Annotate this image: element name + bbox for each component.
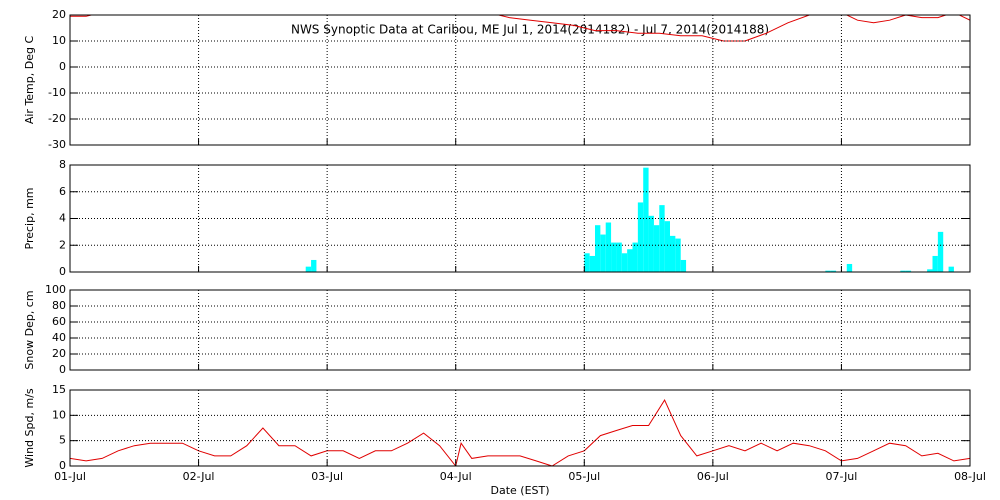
y-tick-label: 2 bbox=[59, 238, 66, 251]
bar bbox=[589, 255, 595, 272]
y-tick-label: 0 bbox=[59, 363, 66, 376]
bar bbox=[653, 225, 660, 272]
y-axis-label: Snow Dep, cm bbox=[23, 290, 36, 369]
bar bbox=[927, 269, 933, 272]
y-tick-label: 0 bbox=[59, 459, 66, 472]
panel: 0 2 4 6 8 Precip, mm bbox=[23, 158, 971, 278]
bar bbox=[846, 263, 853, 272]
y-tick-label: 6 bbox=[59, 185, 66, 198]
y-tick-label: 20 bbox=[52, 347, 66, 360]
y-tick-label: 40 bbox=[52, 331, 66, 344]
y-tick-label: 10 bbox=[52, 408, 66, 421]
bar bbox=[948, 266, 954, 272]
bar bbox=[830, 270, 837, 272]
x-tick-label: 03-Jul bbox=[311, 470, 343, 483]
x-tick-label: 08-Jul bbox=[954, 470, 986, 483]
bar bbox=[611, 242, 617, 272]
x-tick-label: 06-Jul bbox=[697, 470, 729, 483]
bar bbox=[637, 202, 644, 272]
bar bbox=[627, 249, 633, 272]
bar bbox=[305, 266, 312, 272]
y-tick-label: 15 bbox=[52, 383, 66, 396]
x-axis-label: Date (EST) bbox=[490, 484, 549, 497]
plot-frame bbox=[69, 164, 971, 273]
x-tick-label: 02-Jul bbox=[183, 470, 215, 483]
bar bbox=[621, 253, 628, 272]
bar bbox=[900, 270, 906, 272]
bar bbox=[643, 167, 649, 272]
bar bbox=[680, 259, 687, 272]
bar bbox=[905, 270, 912, 272]
data-line bbox=[70, 15, 970, 42]
x-tick-label: 01-Jul bbox=[54, 470, 86, 483]
bar bbox=[675, 238, 681, 272]
x-tick-label: 05-Jul bbox=[568, 470, 600, 483]
x-tick-label: 07-Jul bbox=[825, 470, 857, 483]
bar bbox=[670, 235, 676, 272]
bar bbox=[632, 242, 638, 272]
plot-frame bbox=[69, 289, 971, 371]
x-tick-label: 04-Jul bbox=[440, 470, 472, 483]
y-tick-label: -30 bbox=[48, 138, 66, 151]
y-tick-label: 60 bbox=[52, 315, 66, 328]
bar bbox=[937, 231, 944, 272]
bar bbox=[664, 221, 670, 272]
y-tick-label: 10 bbox=[52, 34, 66, 47]
bar bbox=[605, 222, 612, 272]
data-line bbox=[70, 399, 970, 466]
plot-area bbox=[70, 15, 970, 42]
y-tick-label: 100 bbox=[45, 283, 66, 296]
bar bbox=[600, 234, 606, 272]
plot-area bbox=[305, 167, 954, 272]
bar bbox=[595, 225, 601, 272]
bar bbox=[659, 205, 665, 272]
bar bbox=[825, 270, 831, 272]
y-tick-label: 5 bbox=[59, 434, 66, 447]
bar bbox=[616, 242, 622, 272]
y-tick-label: 0 bbox=[59, 60, 66, 73]
y-axis-label: Precip, mm bbox=[23, 188, 36, 250]
plot-frame bbox=[69, 389, 971, 467]
bar bbox=[648, 215, 654, 272]
y-axis-label: Wind Spd, m/s bbox=[23, 388, 36, 468]
bar bbox=[932, 255, 938, 272]
bar bbox=[584, 253, 590, 272]
panel: 0 5 10 15 01-Jul 02-Jul 03-Jul 04-Jul 05-Jul 06-J… bbox=[23, 383, 986, 497]
bar bbox=[311, 259, 317, 272]
y-tick-label: 80 bbox=[52, 299, 66, 312]
panel: -30 -20 -10 0 10 20 Air Temp, Deg C bbox=[23, 8, 971, 151]
plot-frame bbox=[69, 14, 971, 146]
y-tick-label: 4 bbox=[59, 212, 66, 225]
y-tick-label: -10 bbox=[48, 86, 66, 99]
y-tick-label: 20 bbox=[52, 8, 66, 21]
y-tick-label: -20 bbox=[48, 112, 66, 125]
plot-area bbox=[70, 399, 970, 466]
chart-title: NWS Synoptic Data at Caribou, ME Jul 1, … bbox=[291, 23, 769, 37]
y-tick-label: 8 bbox=[59, 158, 66, 171]
panel: 0 20 40 60 80 100 Snow Dep, cm bbox=[23, 283, 971, 376]
y-axis-label: Air Temp, Deg C bbox=[23, 36, 36, 125]
y-tick-label: 0 bbox=[59, 265, 66, 278]
